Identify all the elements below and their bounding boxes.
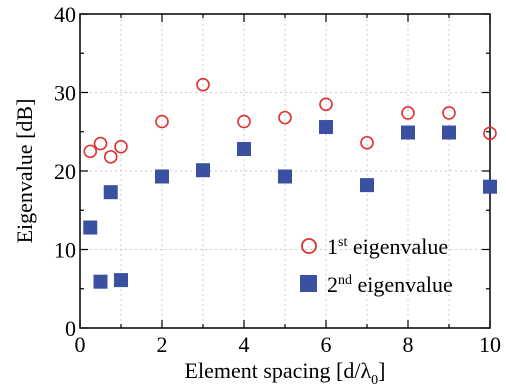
y-axis-label: Eigenvalue [dB] (12, 99, 37, 244)
legend-label-2nd-sup: nd (338, 273, 352, 288)
data-point-1st-eigenvalue (319, 97, 333, 112)
legend: 1st eigenvalue 2nd eigenvalue (300, 234, 453, 297)
x-axis-label-main: Element spacing [d/λ (185, 358, 372, 383)
data-point-2nd-eigenvalue (93, 274, 108, 289)
tick-layer: 0 2 4 6 8 10 0 10 20 30 40 (54, 2, 501, 357)
x-tick-label: 0 (75, 332, 86, 357)
legend-label-1st-eigenvalue: 1st eigenvalue (327, 234, 448, 259)
y-tick-label: 40 (54, 2, 76, 27)
data-point-1st-eigenvalue (103, 150, 118, 164)
data-point-2nd-eigenvalue (103, 185, 118, 200)
legend-label-1st-sup: st (338, 235, 347, 250)
data-point-2nd-eigenvalue (360, 178, 374, 193)
y-tick-label: 30 (54, 81, 76, 106)
data-point-2nd-eigenvalue (401, 125, 415, 140)
legend-label-2nd-base: 2 (327, 272, 338, 297)
data-point-1st-eigenvalue (155, 114, 169, 129)
data-point-1st-eigenvalue (360, 135, 374, 150)
legend-marker-1st-eigenvalue (301, 238, 317, 254)
data-point-2nd-eigenvalue (237, 142, 251, 157)
data-point-1st-eigenvalue (483, 126, 497, 141)
x-axis-label-close: ] (378, 358, 385, 383)
legend-label-2nd-rest: eigenvalue (352, 272, 453, 297)
legend-label-1st-base: 1 (327, 234, 338, 259)
x-tick-label: 4 (239, 332, 250, 357)
data-point-1st-eigenvalue (196, 77, 210, 92)
data-point-2nd-eigenvalue (442, 125, 456, 140)
data-point-2nd-eigenvalue (278, 169, 292, 184)
data-point-2nd-eigenvalue (196, 163, 210, 178)
data-point-2nd-eigenvalue (114, 273, 128, 288)
data-point-2nd-eigenvalue (83, 220, 98, 235)
legend-label-1st-rest: eigenvalue (347, 234, 448, 259)
data-point-1st-eigenvalue (93, 136, 108, 151)
y-tick-label: 10 (54, 238, 76, 263)
legend-label-2nd-eigenvalue: 2nd eigenvalue (327, 272, 453, 297)
data-point-2nd-eigenvalue (483, 179, 497, 194)
data-point-1st-eigenvalue (237, 114, 251, 129)
data-point-2nd-eigenvalue (155, 169, 169, 184)
x-tick-label: 10 (479, 332, 501, 357)
grid-layer (80, 14, 490, 328)
x-tick-label: 8 (403, 332, 414, 357)
data-point-1st-eigenvalue (278, 110, 292, 125)
x-axis-label-subscript: 0 (371, 373, 378, 388)
points-layer (83, 77, 497, 289)
legend-marker-2nd-eigenvalue (300, 275, 317, 292)
x-tick-label: 6 (321, 332, 332, 357)
data-point-2nd-eigenvalue (319, 120, 333, 135)
data-point-1st-eigenvalue (442, 106, 456, 120)
y-tick-label: 20 (54, 159, 76, 184)
data-point-1st-eigenvalue (114, 139, 128, 154)
y-tick-label: 0 (65, 316, 76, 341)
data-point-1st-eigenvalue (401, 106, 415, 120)
x-tick-label: 2 (157, 332, 168, 357)
data-point-1st-eigenvalue (83, 144, 98, 159)
x-axis-label: Element spacing [d/λ0] (185, 358, 386, 388)
